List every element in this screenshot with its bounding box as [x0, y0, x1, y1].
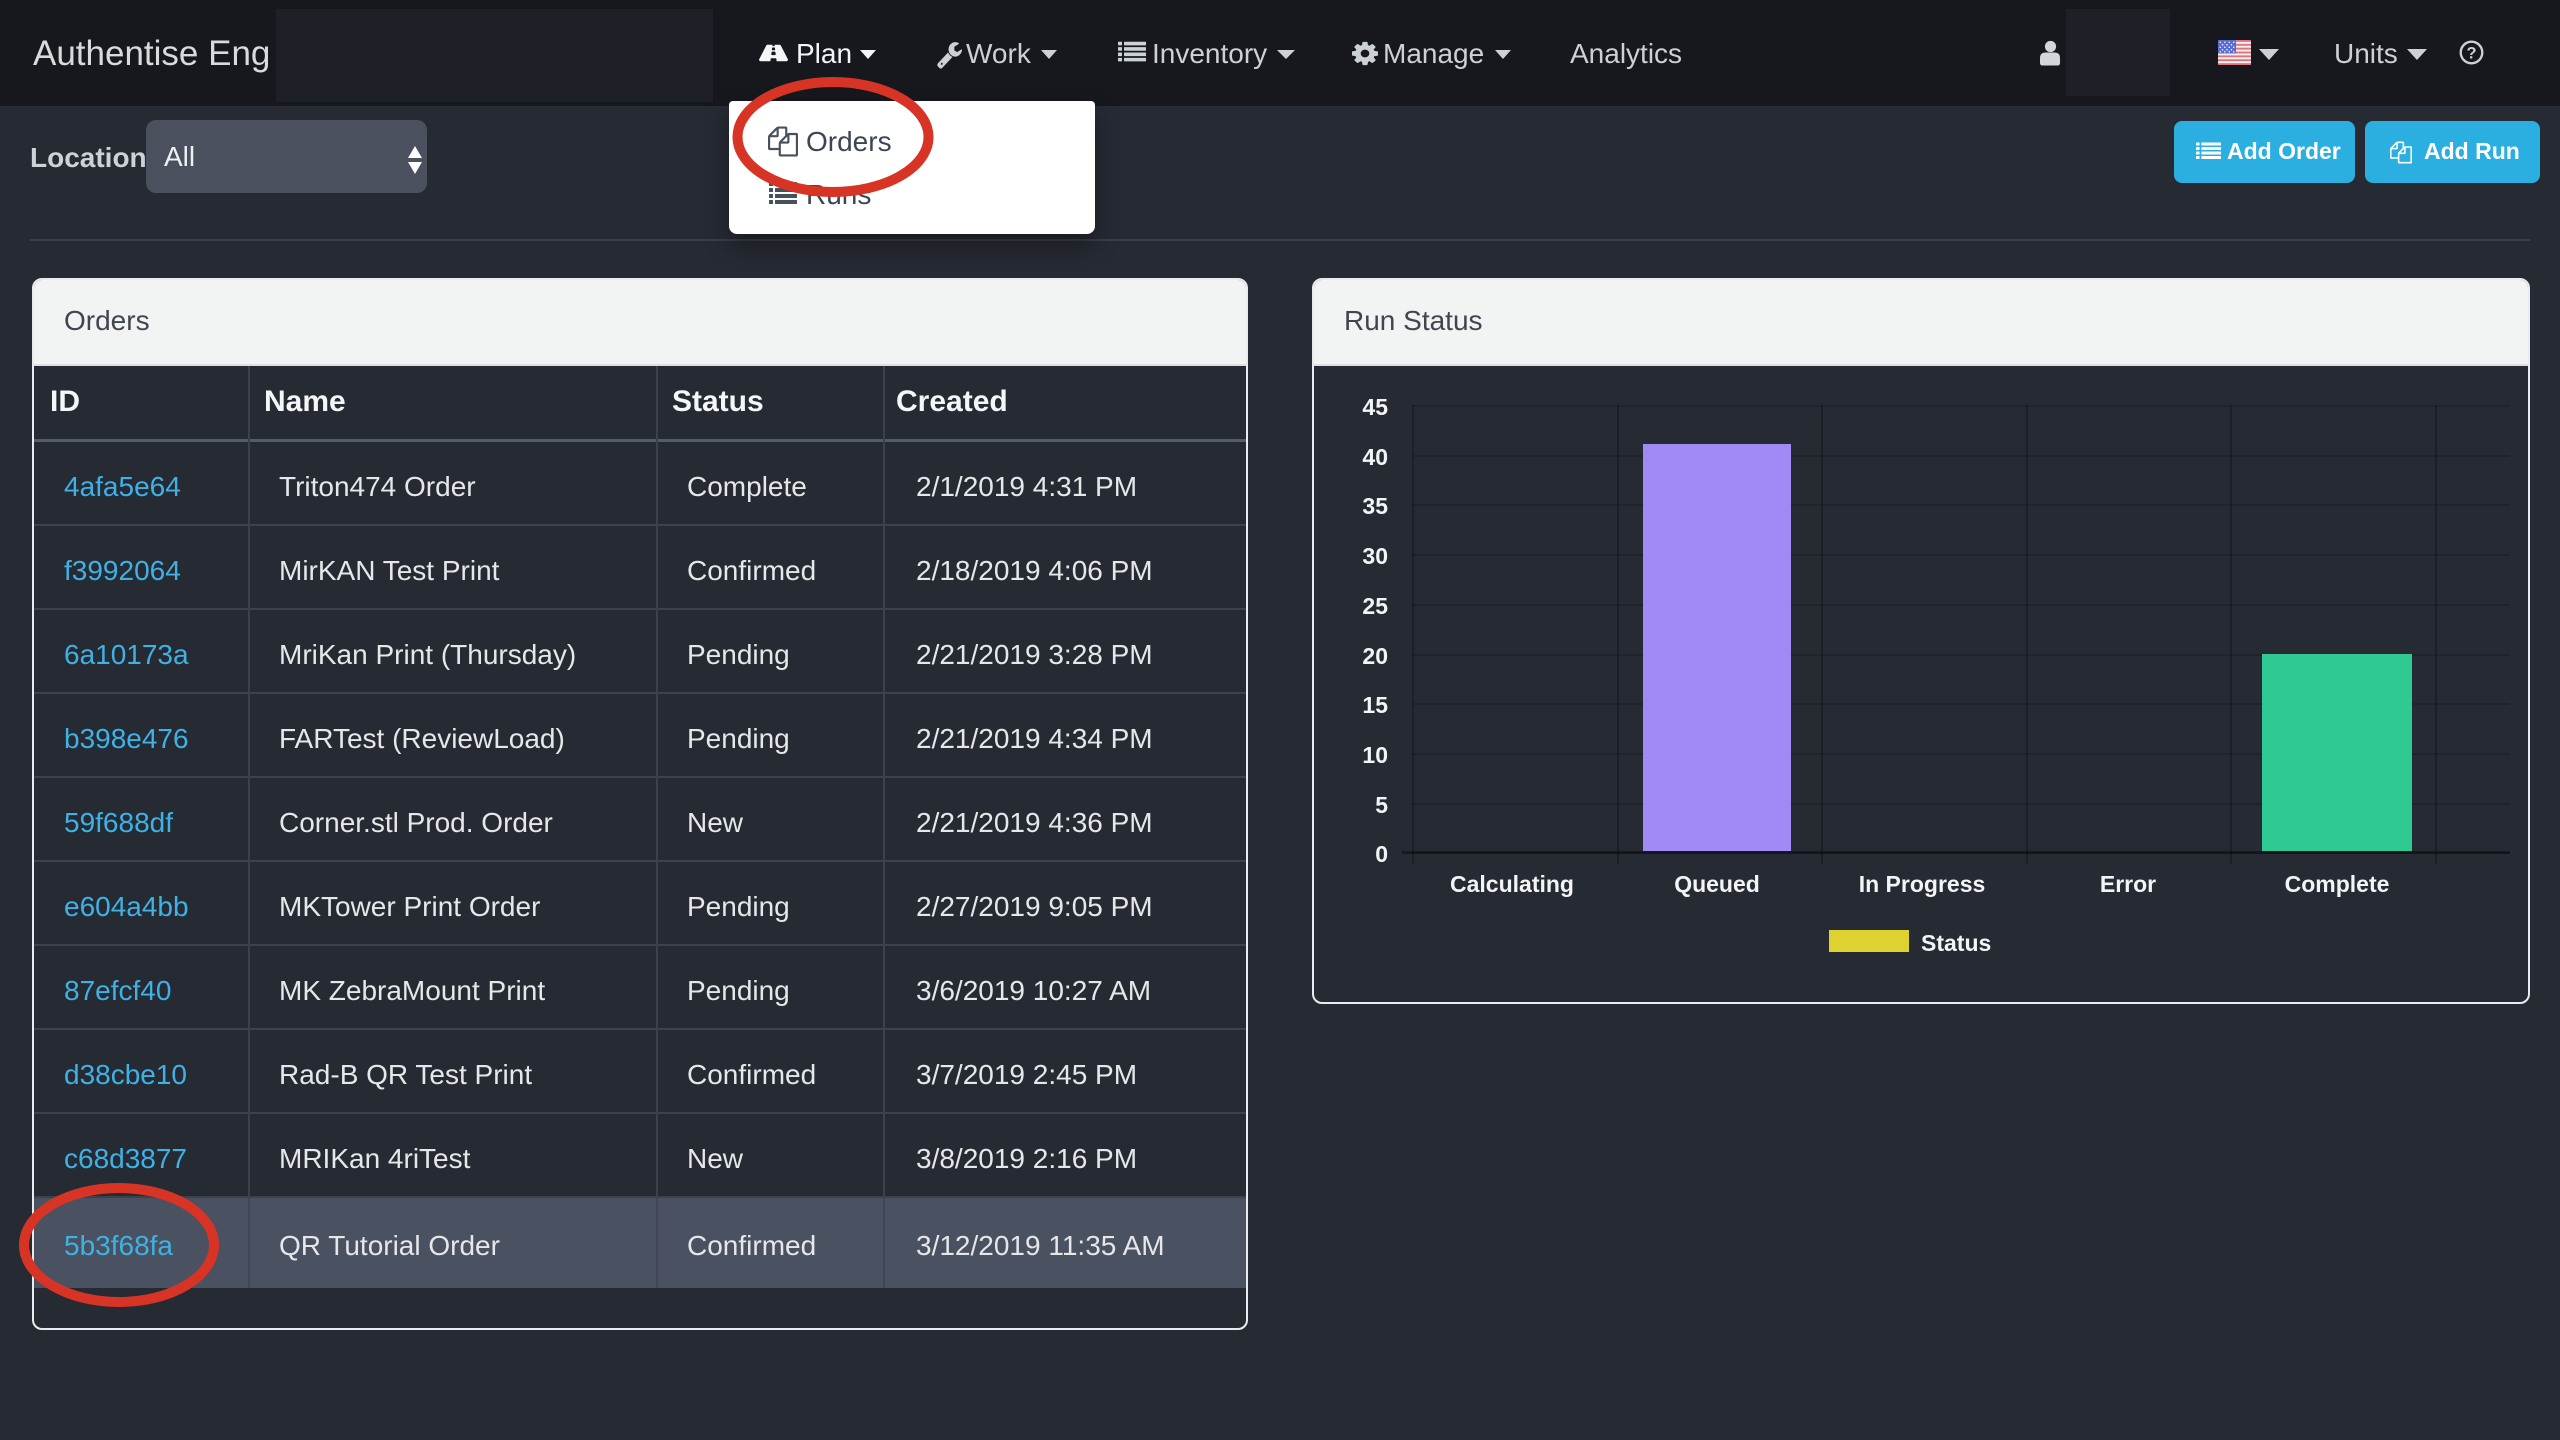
svg-text:?: ? — [2466, 44, 2476, 62]
